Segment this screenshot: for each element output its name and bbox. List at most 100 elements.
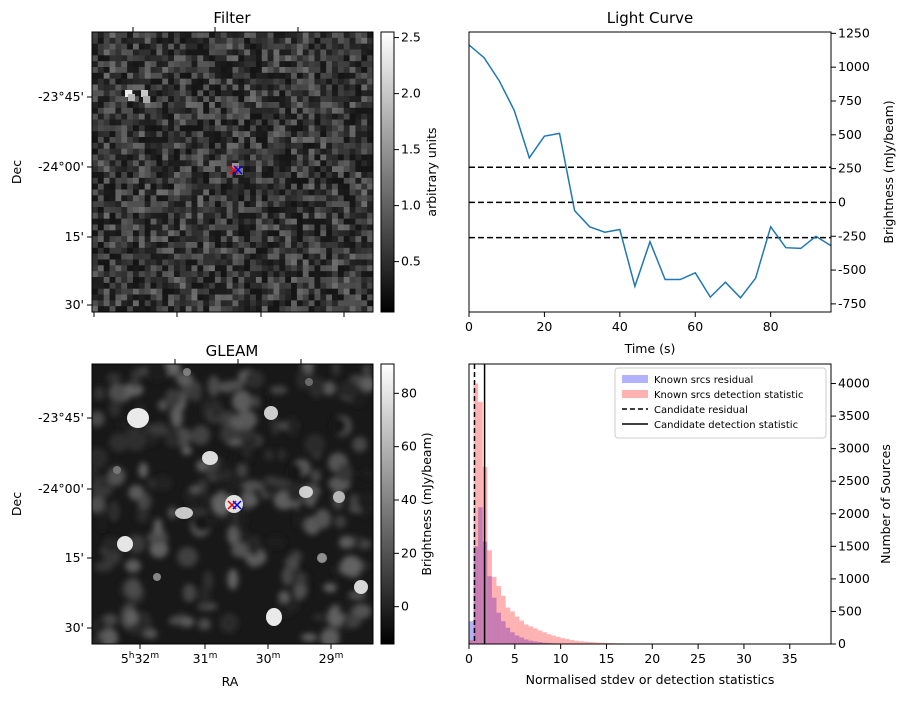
legend-label-candidate-residual: Candidate residual (654, 405, 748, 416)
radio-source (117, 536, 133, 552)
xtick-label: 30m (256, 651, 281, 666)
xtick-label: 60 (687, 319, 703, 334)
ra-hours: 31 (193, 651, 209, 666)
radio-source (127, 408, 149, 428)
radio-source (183, 368, 191, 376)
colorbar-tick-label: 0.5 (401, 254, 421, 269)
ra-m-sup: m (335, 651, 344, 661)
filter-colorbar-ticks: 0.5 1.0 1.5 2.0 2.5 (394, 30, 421, 269)
ytick-label: 750 (838, 93, 862, 108)
ytick-label: 1250 (838, 25, 870, 40)
xtick-label: 20 (644, 651, 660, 666)
filter-ylabel: Dec (9, 160, 24, 184)
ytick-label: 30' (65, 620, 84, 635)
histogram-bar (501, 596, 506, 644)
colorbar-tick-label: 0 (401, 599, 409, 614)
filter-panel: Filter Dec -23°45'-24°00'15'30' 0.51.01.… (9, 9, 439, 317)
lightcurve-ylabel: Brightness (mJy/beam) (881, 100, 896, 243)
lightcurve-series-line (469, 45, 831, 298)
ra-hours: 30 (256, 651, 272, 666)
xtick-label: 0 (465, 319, 473, 334)
ytick-label: 500 (838, 603, 862, 618)
colorbar-tick-label: 2.5 (401, 30, 421, 45)
ytick-label: -24°00' (38, 159, 84, 174)
xtick-label: 20 (536, 319, 552, 334)
histogram-bar (542, 632, 547, 644)
histogram-bar (547, 634, 552, 644)
legend-swatch-detection (622, 390, 648, 398)
legend-label-detection: Known srcs detection statistic (654, 390, 803, 401)
ytick-label: 15' (65, 550, 84, 565)
histogram-bar (496, 586, 501, 644)
ytick-label: -24°00' (38, 481, 84, 496)
xtick-label: 15 (599, 651, 615, 666)
gleam-yticks: -23°45'-24°00'15'30' (38, 410, 92, 635)
ytick-label: 3000 (838, 441, 870, 456)
radio-source (113, 466, 121, 474)
ytick-label: 1000 (838, 59, 870, 74)
histogram-bar (533, 628, 538, 644)
ytick-label: 1000 (838, 571, 870, 586)
ra-hours: 29 (319, 651, 335, 666)
xtick-label: 29m (319, 651, 344, 666)
colorbar-tick-label: 40 (401, 492, 417, 507)
colorbar-tick-label: 60 (401, 439, 417, 454)
filter-colorbar (381, 32, 394, 312)
histogram-bar (529, 626, 534, 644)
xtick-label: 10 (553, 651, 569, 666)
lightcurve-title: Light Curve (607, 9, 693, 27)
xtick-label: 40 (612, 319, 628, 334)
histogram-bar (570, 640, 575, 644)
ytick-label: 4000 (838, 376, 870, 391)
ytick-label: 2000 (838, 506, 870, 521)
xtick-label: 30 (736, 651, 752, 666)
histogram-bar (556, 637, 561, 644)
ra-hours: 5 (121, 651, 129, 666)
histogram-bar (524, 624, 529, 644)
histogram-bar (538, 630, 543, 644)
xtick-label: 35 (782, 651, 798, 666)
histogram-bar (561, 638, 566, 644)
ra-minutes: 32 (134, 651, 150, 666)
colorbar-tick-label: 2.0 (401, 86, 421, 101)
ra-m-sup: m (272, 651, 281, 661)
legend-label-residual: Known srcs residual (654, 375, 753, 386)
filter-yticks: -23°45'-24°00'15'30' (38, 89, 92, 312)
histogram-bar (492, 577, 497, 644)
radio-source (153, 573, 161, 581)
radio-source (305, 378, 313, 386)
xtick-label: 5h32m (121, 651, 159, 666)
colorbar-tick-label: 80 (401, 385, 417, 400)
gleam-image (85, 356, 378, 648)
ytick-label: 15' (65, 229, 84, 244)
radio-source (333, 491, 345, 503)
ytick-label: 2500 (838, 473, 870, 488)
histogram-bar (565, 639, 570, 644)
radio-source (317, 553, 327, 563)
histogram-bar (506, 608, 511, 644)
colorbar-tick-label: 1.5 (401, 142, 421, 157)
ytick-label: -250 (838, 228, 866, 243)
ytick-label: 3500 (838, 408, 870, 423)
ytick-label: 500 (838, 127, 862, 142)
ytick-label: 0 (838, 194, 846, 209)
gleam-colorbar-label: Brightness (mJy/beam) (419, 432, 434, 575)
gleam-colorbar (381, 364, 394, 644)
ytick-label: 250 (838, 161, 862, 176)
lightcurve-frame (469, 32, 831, 312)
lightcurve-threshold-lines (469, 167, 831, 237)
histogram-bar (551, 636, 556, 644)
ytick-label: 30' (65, 297, 84, 312)
gleam-xlabel: RA (222, 674, 239, 689)
xtick-label: 31m (193, 651, 218, 666)
colorbar-tick-label: 1.0 (401, 198, 421, 213)
histogram-bar (519, 621, 524, 644)
ytick-label: -500 (838, 262, 866, 277)
